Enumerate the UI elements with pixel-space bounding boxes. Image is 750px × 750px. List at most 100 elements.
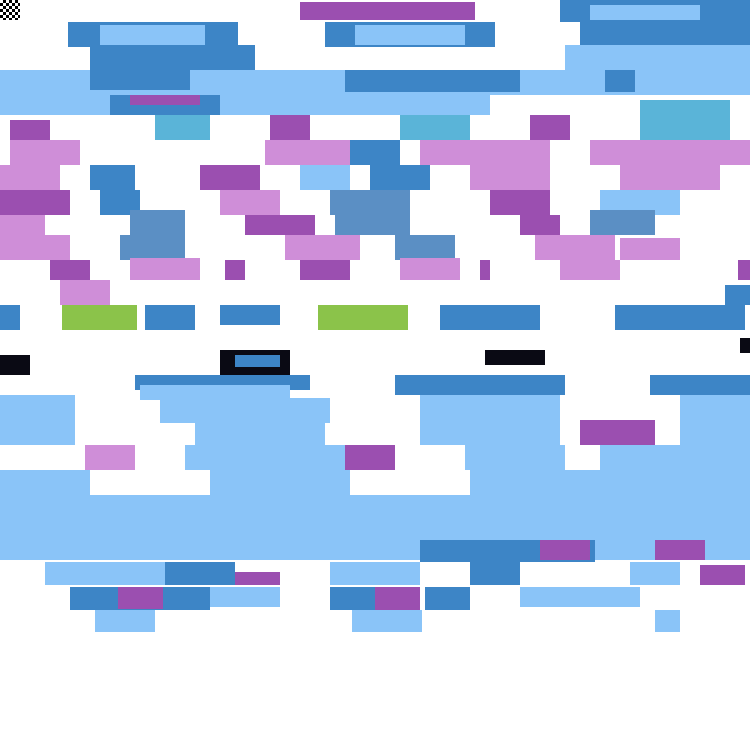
sprite-fragment xyxy=(470,470,750,495)
sprite-fragment xyxy=(318,305,408,330)
sprite-fragment xyxy=(395,375,565,395)
sprite-fragment xyxy=(620,165,720,190)
sprite-fragment xyxy=(50,260,90,280)
sprite-fragment xyxy=(400,258,460,280)
sprite-fragment xyxy=(130,95,200,105)
sprite-fragment xyxy=(640,100,730,140)
sprite-fragment xyxy=(210,587,280,607)
sprite-fragment xyxy=(345,70,520,92)
sprite-fragment xyxy=(335,210,410,235)
sprite-fragment xyxy=(85,445,135,470)
sprite-fragment xyxy=(245,215,315,235)
sprite-fragment xyxy=(725,285,750,305)
sprite-fragment xyxy=(350,140,400,165)
sprite-fragment xyxy=(220,190,280,215)
sprite-fragment xyxy=(95,610,155,632)
sprite-fragment xyxy=(535,235,615,260)
sprite-fragment xyxy=(0,235,70,260)
sprite-fragment xyxy=(300,260,350,280)
sprite-fragment xyxy=(600,445,750,470)
sprite-fragment xyxy=(0,190,70,215)
sprite-fragment xyxy=(265,140,350,165)
sprite-fragment xyxy=(300,2,475,20)
sprite-fragment xyxy=(540,540,590,560)
sprite-fragment xyxy=(210,470,350,495)
sprite-fragment xyxy=(160,398,330,423)
sprite-fragment xyxy=(440,305,540,330)
sprite-fragment xyxy=(300,165,350,190)
checkerboard-icon xyxy=(0,0,20,20)
sprite-fragment xyxy=(375,587,420,610)
sprite-fragment xyxy=(200,165,260,190)
sprite-fragment xyxy=(560,260,620,280)
sprite-fragment xyxy=(700,565,745,585)
sprite-fragment xyxy=(0,470,90,495)
sprite-fragment xyxy=(352,610,422,632)
sprite-fragment xyxy=(470,165,550,190)
sprite-fragment xyxy=(425,587,470,610)
sprite-fragment xyxy=(118,587,163,609)
sprite-fragment xyxy=(0,355,30,375)
sprite-fragment xyxy=(130,258,200,280)
sprite-fragment xyxy=(120,235,185,260)
sprite-fragment xyxy=(140,385,290,400)
sprite-fragment xyxy=(520,215,560,235)
sprite-fragment xyxy=(480,260,490,280)
sprite-fragment xyxy=(270,115,310,140)
sprite-fragment xyxy=(470,562,520,585)
sprite-fragment xyxy=(90,165,135,190)
sprite-fragment xyxy=(285,235,360,260)
sprite-fragment xyxy=(605,70,635,92)
sprite-fragment xyxy=(420,140,550,165)
sprite-fragment xyxy=(565,45,750,70)
sprite-fragment xyxy=(485,350,545,365)
sprite-fragment xyxy=(650,375,750,395)
sprite-fragment xyxy=(738,260,750,280)
sprite-fragment xyxy=(590,5,700,20)
sprite-fragment xyxy=(620,238,680,260)
sprite-fragment xyxy=(520,587,640,607)
sprite-fragment xyxy=(90,45,255,70)
sprite-fragment xyxy=(590,140,750,165)
sprite-fragment xyxy=(130,210,185,235)
sprite-fragment xyxy=(165,562,235,585)
sprite-fragment xyxy=(590,210,655,235)
sprite-fragment xyxy=(235,355,280,367)
sprite-fragment xyxy=(740,338,750,353)
sprite-fragment xyxy=(100,25,205,45)
sprite-fragment xyxy=(45,562,165,585)
sprite-fragment xyxy=(0,305,20,330)
sprite-fragment xyxy=(90,70,190,90)
sprite-fragment xyxy=(615,305,745,330)
sprite-fragment xyxy=(0,95,490,115)
sprite-fragment xyxy=(225,260,245,280)
sprite-fragment xyxy=(330,587,375,610)
sprite-fragment xyxy=(0,395,75,445)
sprite-fragment xyxy=(655,540,705,560)
sprite-fragment xyxy=(10,140,80,165)
sprite-fragment xyxy=(60,280,110,305)
sprite-fragment xyxy=(330,562,420,585)
sprite-fragment xyxy=(155,115,210,140)
sprite-fragment xyxy=(680,395,750,445)
sprite-fragment xyxy=(0,495,750,560)
sprite-fragment xyxy=(235,572,280,585)
sprite-fragment xyxy=(185,445,355,470)
sprite-fragment xyxy=(345,445,395,470)
sprite-fragment xyxy=(370,165,430,190)
sprite-fragment xyxy=(465,445,565,470)
sprite-fragment xyxy=(655,610,680,632)
sprite-fragment xyxy=(220,305,280,325)
sprite-fragment xyxy=(580,420,655,445)
sprite-fragment xyxy=(490,190,550,215)
sprite-fragment xyxy=(530,115,570,140)
sprite-fragment xyxy=(62,305,137,330)
sprite-fragment xyxy=(630,562,680,585)
sprite-fragment xyxy=(400,115,470,140)
sprite-fragment xyxy=(0,215,45,235)
sprite-fragment xyxy=(10,120,50,140)
sprite-fragment xyxy=(355,25,465,45)
sprite-fragment xyxy=(0,165,60,190)
sprite-fragment xyxy=(580,22,750,47)
